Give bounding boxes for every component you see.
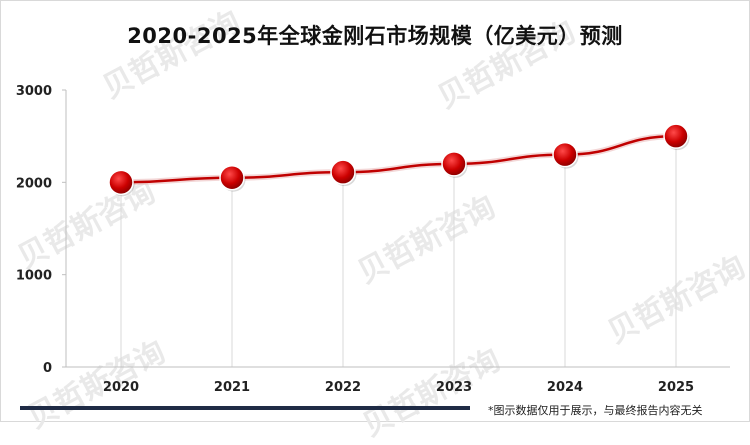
x-tick-label: 2022 [325,380,361,395]
chart-frame [0,0,750,422]
footnote: *图示数据仅用于展示，与最终报告内容无关 [488,404,703,417]
data-point-2021 [219,164,245,191]
series-line-shadow [120,133,677,186]
line-chart: 0 1000 2000 3000 2020 2021 2022 2023 2024 2025 [16,84,730,395]
y-tick-label: 0 [43,361,52,376]
data-point-2023 [441,151,467,177]
x-tick-label: 2020 [103,380,139,395]
series-line [120,134,677,184]
footer-bar [20,406,470,410]
y-tick-label: 1000 [16,269,52,284]
data-point-2022 [330,159,356,185]
y-tick-label: 2000 [16,176,52,191]
data-point-2024 [552,141,578,168]
x-tick-label: 2021 [214,380,250,395]
data-point-2020 [108,169,134,196]
x-tick-label: 2024 [547,380,583,395]
x-tick-label: 2025 [658,380,694,395]
x-tick-label: 2023 [436,380,472,395]
y-tick-label: 3000 [16,84,52,99]
data-point-2025 [663,123,689,149]
chart-title: 2020-2025年全球金刚石市场规模（亿美元）预测 [127,24,623,48]
